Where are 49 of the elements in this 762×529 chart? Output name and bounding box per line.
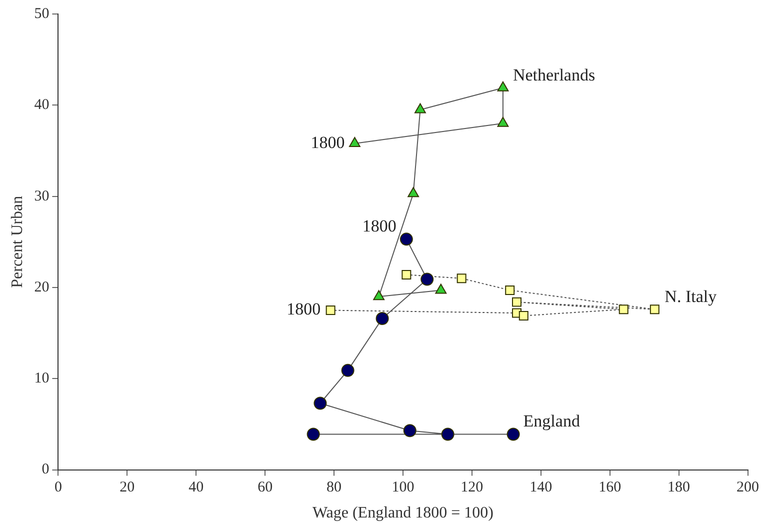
x-tick-label: 160 [598,480,622,496]
x-tick-label: 60 [258,480,273,496]
point [373,290,385,300]
y-tick-label: 40 [34,97,50,114]
annotation: 1800 [362,216,396,236]
point [408,187,420,198]
point [400,232,413,246]
point [306,428,320,441]
point [420,272,434,286]
point [512,297,522,307]
series-label: England [523,412,580,431]
point [650,304,660,314]
point [341,364,354,377]
x-tick-label: 0 [54,480,62,496]
x-tick-label: 100 [392,480,414,496]
point [506,428,520,441]
series-label: Netherlands [512,65,596,84]
y-tick-label: 0 [42,462,50,478]
point [349,136,360,147]
point [497,116,509,127]
annotation: 1800 [286,300,321,319]
point [402,270,412,280]
x-tick-label: 120 [460,480,484,496]
point [497,81,509,92]
point [441,428,454,441]
point [435,284,447,294]
point [403,424,416,438]
x-tick-label: 140 [530,480,552,496]
x-tick-label: 20 [120,480,135,496]
x-axis-title: Wage (England 1800 = 100) [312,504,494,522]
x-tick-label: 180 [668,480,690,496]
point [505,285,515,295]
point [456,274,466,284]
series-label: N. Italy [664,286,718,306]
point [326,306,336,316]
y-axis-title: Percent Urban [8,196,26,288]
point [314,396,327,410]
y-tick-label: 30 [34,188,50,204]
annotation: 1800 [310,132,345,152]
y-tick-label: 10 [34,370,50,387]
x-tick-label: 80 [326,480,342,496]
point [618,304,628,314]
y-tick-label: 20 [34,279,50,296]
y-tick-label: 50 [34,6,50,22]
x-tick-label: 200 [736,480,759,496]
x-tick-label: 40 [188,480,204,496]
point [518,310,528,320]
point [376,312,389,325]
point [414,103,426,114]
